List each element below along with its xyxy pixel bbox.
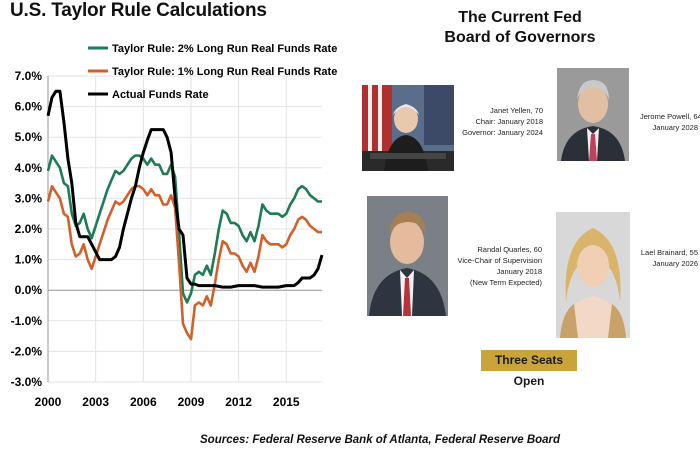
powell-caption: Jerome Powell, 64 January 2028 [640, 111, 700, 133]
y-tick-label: 2.0% [15, 222, 43, 236]
legend-label: Actual Funds Rate [112, 89, 209, 101]
board-title: The Current Fed Board of Governors [440, 8, 600, 48]
board-title-line1: The Current Fed [458, 9, 582, 26]
member-detail: January 2028 [652, 123, 698, 132]
member-name: Lael Brainard, 55 [640, 248, 698, 257]
taylor-rule-chart: 7.0% 6.0% 5.0% 4.0% 3.0% 2.0% 1.0% 0.0% -1.0% -2.… [11, 43, 338, 409]
chart-series [46, 89, 324, 341]
member-name: Jerome Powell, 64 [640, 112, 700, 121]
x-tick-label: 2003 [82, 395, 109, 409]
y-tick-label: -2.0% [11, 344, 43, 358]
member-detail: Chair: January 2018 [475, 117, 543, 126]
y-tick-label: 0.0% [15, 283, 43, 297]
member-detail: January 2026 [652, 259, 698, 268]
x-tick-label: 2015 [273, 395, 300, 409]
brainard-caption: Lael Brainard, 55 January 2026 [630, 247, 698, 269]
y-tick-label: 4.0% [15, 161, 43, 175]
member-detail: Vice-Chair of Supervision [457, 256, 543, 265]
y-tick-label: 5.0% [15, 130, 43, 144]
quarles-portrait-image [367, 196, 448, 316]
member-detail: January 2018 [496, 267, 542, 276]
series-line-3 [46, 89, 324, 289]
chart-legend: Taylor Rule: 2% Long Run Real Funds Rate… [88, 43, 337, 101]
y-tick-label: -1.0% [11, 314, 43, 328]
powell-photo [557, 68, 629, 161]
x-tick-label: 2000 [35, 395, 62, 409]
y-tick-label: 1.0% [15, 253, 43, 267]
chart-title: U.S. Taylor Rule Calculations [10, 0, 267, 21]
member-name: Randal Quarles, 60 [477, 245, 542, 254]
seats-open-badge: Three Seats Open [481, 350, 577, 388]
yellen-caption: Janet Yellen, 70 Chair: January 2018 Gov… [455, 105, 543, 138]
x-axis-ticks: 2000 2003 2006 2009 2012 2015 [35, 395, 300, 409]
y-tick-label: 3.0% [15, 191, 43, 205]
brainard-photo [556, 212, 630, 338]
board-title-line2: Board of Governors [444, 29, 596, 46]
quarles-photo [367, 196, 448, 316]
y-axis-ticks: 7.0% 6.0% 5.0% 4.0% 3.0% 2.0% 1.0% 0.0% -1.0% -2.… [11, 69, 43, 389]
y-tick-label: 7.0% [15, 69, 43, 83]
y-tick-label: 6.0% [15, 100, 43, 114]
x-tick-label: 2012 [225, 395, 252, 409]
brainard-portrait-image [556, 212, 630, 338]
legend-label: Taylor Rule: 1% Long Run Real Funds Rate [112, 66, 337, 78]
member-detail: Governor: January 2024 [462, 128, 543, 137]
yellen-photo [362, 85, 454, 171]
member-name: Janet Yellen, 70 [490, 106, 543, 115]
y-tick-label: -3.0% [11, 375, 43, 389]
x-tick-label: 2006 [130, 395, 157, 409]
member-detail: (New Term Expected) [470, 278, 542, 287]
legend-label: Taylor Rule: 2% Long Run Real Funds Rate [112, 43, 337, 55]
series-line-2 [46, 184, 322, 341]
x-tick-label: 2009 [178, 395, 205, 409]
series-line-1 [46, 154, 322, 304]
powell-portrait-image [557, 68, 629, 161]
yellen-portrait-image [362, 85, 454, 171]
quarles-caption: Randal Quarles, 60 Vice-Chair of Supervi… [448, 244, 543, 288]
sources-footnote: Sources: Federal Reserve Bank of Atlanta… [200, 434, 561, 446]
